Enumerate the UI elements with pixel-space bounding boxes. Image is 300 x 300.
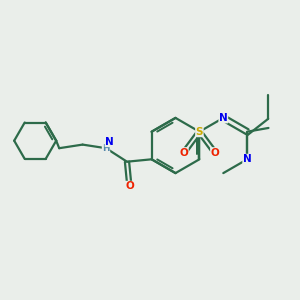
- Text: O: O: [211, 148, 219, 158]
- Text: S: S: [196, 127, 203, 137]
- Text: O: O: [125, 181, 134, 191]
- Text: O: O: [179, 148, 188, 158]
- Text: N: N: [219, 113, 228, 123]
- Text: H: H: [102, 144, 110, 153]
- Text: N: N: [105, 136, 114, 147]
- Text: N: N: [243, 154, 252, 164]
